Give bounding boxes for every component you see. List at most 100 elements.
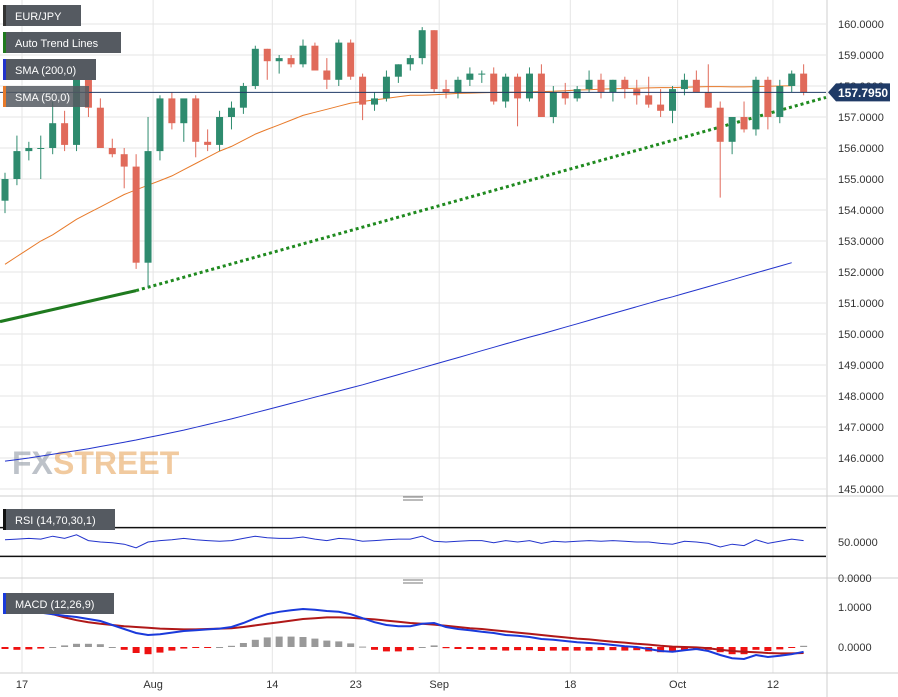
legend-sma200-label: SMA (200,0) xyxy=(15,65,76,77)
resize-handle-rsi[interactable] xyxy=(403,496,423,501)
candle-body xyxy=(502,76,510,102)
sma200-line xyxy=(4,262,792,462)
candle-body xyxy=(49,123,57,148)
candle-body xyxy=(752,79,760,130)
candle-body xyxy=(335,42,343,80)
candle-body xyxy=(597,79,605,93)
price-tick-label: 152.0000 xyxy=(838,267,884,279)
candle-body xyxy=(239,86,247,108)
price-tick-label: 147.0000 xyxy=(838,422,884,434)
macd-histogram-bar xyxy=(1,647,9,649)
time-tick-label: Oct xyxy=(669,679,686,691)
legend-auto-trend-lines[interactable]: Auto Trend Lines xyxy=(3,32,121,53)
candle-body xyxy=(561,92,569,99)
macd-histogram-bar xyxy=(156,647,164,653)
macd-histogram-bar xyxy=(406,647,414,651)
candle-body xyxy=(406,58,414,65)
macd-histogram-bar xyxy=(371,647,379,650)
candle-body xyxy=(764,79,772,117)
time-axis: 17 Aug 14 23 Sep 18 Oct 12 xyxy=(16,679,779,691)
macd-histogram-bar xyxy=(275,636,283,647)
candle-body xyxy=(514,76,522,99)
macd-histogram-bar xyxy=(25,647,33,650)
macd-histogram-bar xyxy=(466,647,474,649)
macd-histogram-bar xyxy=(251,639,259,647)
candle-body xyxy=(549,92,557,117)
legend-rsi[interactable]: RSI (14,70,30,1) xyxy=(3,509,115,530)
resize-handle-macd[interactable] xyxy=(403,579,423,584)
macd-signal-line xyxy=(4,602,804,655)
candle-body xyxy=(13,151,21,179)
candle-body xyxy=(657,104,665,111)
last-price-value: 157.7950 xyxy=(838,86,888,100)
legend-sma50[interactable]: SMA (50,0) xyxy=(3,86,89,107)
rsi-line xyxy=(4,534,804,549)
macd-histogram-bar xyxy=(394,647,402,652)
time-tick-label: Aug xyxy=(143,679,163,691)
macd-histogram-bar xyxy=(633,647,641,651)
candle-body xyxy=(454,79,462,93)
candle-body xyxy=(311,45,319,71)
legend-macd[interactable]: MACD (12,26,9) xyxy=(3,593,114,614)
price-tick-label: 154.0000 xyxy=(838,205,884,217)
macd-histogram-bar xyxy=(287,636,295,647)
price-tick-label: 157.0000 xyxy=(838,112,884,124)
macd-histogram-bar xyxy=(609,647,617,651)
watermark-fx: FX xyxy=(12,445,54,481)
macd-histogram-bar xyxy=(585,647,593,651)
candle-body xyxy=(645,95,653,105)
candle-body xyxy=(96,107,104,148)
candle-body xyxy=(716,107,724,142)
macd-histogram-bar xyxy=(37,647,45,649)
macd-histogram-bar xyxy=(776,647,784,650)
candle-body xyxy=(216,117,224,145)
macd-tick-label: 0.0000 xyxy=(838,642,872,654)
legend-sma200[interactable]: SMA (200,0) xyxy=(3,59,96,80)
macd-histogram-bar xyxy=(299,637,307,647)
candle-body xyxy=(788,73,796,86)
macd-line xyxy=(4,604,804,661)
candle-body xyxy=(1,179,9,201)
candle-body xyxy=(227,107,235,117)
macd-histogram-bar xyxy=(108,647,116,648)
candle-body xyxy=(537,73,545,117)
macd-histogram-bar xyxy=(549,647,557,651)
candle-body xyxy=(609,79,617,93)
candle-body xyxy=(192,98,200,142)
macd-histogram-bar xyxy=(752,647,760,650)
legend-symbol[interactable]: EUR/JPY xyxy=(3,5,81,26)
macd-histogram-bar xyxy=(204,647,212,648)
macd-histogram-bar xyxy=(347,643,355,647)
price-tick-label: 160.0000 xyxy=(838,19,884,31)
candle-body xyxy=(132,166,140,263)
macd-histogram-bar xyxy=(657,647,665,653)
macd-histogram-bar xyxy=(537,647,545,651)
macd-histogram-bar xyxy=(680,647,688,651)
candle-body xyxy=(287,58,295,65)
candle-body xyxy=(144,151,152,263)
candle-body xyxy=(275,58,283,62)
macd-histogram-bar xyxy=(49,647,57,648)
candle-body xyxy=(299,45,307,65)
macd-pane xyxy=(1,602,808,661)
macd-histogram-bar xyxy=(335,641,343,647)
time-tick-label: 14 xyxy=(266,679,278,691)
main-grid xyxy=(0,23,826,490)
macd-histogram-bar xyxy=(502,647,510,651)
macd-histogram-bar xyxy=(323,640,331,647)
legend-sma50-label: SMA (50,0) xyxy=(15,92,70,104)
macd-histogram-bar xyxy=(573,647,581,651)
legend-symbol-label: EUR/JPY xyxy=(15,11,62,23)
price-tick-label: 155.0000 xyxy=(838,174,884,186)
rsi-tick-label: 50.0000 xyxy=(838,537,878,549)
candle-body xyxy=(263,48,271,62)
candle-body xyxy=(573,89,581,99)
candle-body xyxy=(740,117,748,130)
rsi-pane xyxy=(0,526,826,558)
macd-histogram-bar xyxy=(478,647,486,650)
candle-body xyxy=(156,98,164,152)
macd-histogram-bar xyxy=(263,637,271,647)
candle-body xyxy=(692,79,700,93)
